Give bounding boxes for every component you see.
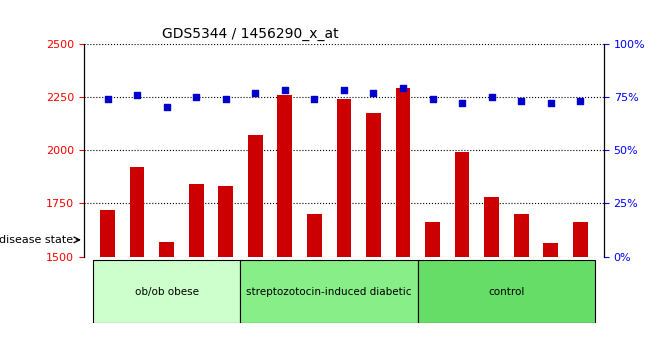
Point xyxy=(575,98,586,104)
Bar xyxy=(484,197,499,363)
Point xyxy=(427,96,438,102)
Point xyxy=(516,98,527,104)
Point xyxy=(250,90,260,95)
Point xyxy=(102,96,113,102)
Bar xyxy=(100,210,115,363)
Point xyxy=(309,96,319,102)
Bar xyxy=(218,186,233,363)
Bar xyxy=(425,223,440,363)
Point xyxy=(486,94,497,100)
Point xyxy=(398,85,409,91)
Bar xyxy=(189,184,203,363)
Text: GDS5344 / 1456290_x_at: GDS5344 / 1456290_x_at xyxy=(162,27,338,41)
Point xyxy=(220,96,231,102)
Text: control: control xyxy=(488,287,525,297)
Point xyxy=(279,87,290,93)
Bar xyxy=(277,95,292,363)
Bar xyxy=(455,152,470,363)
Bar xyxy=(544,243,558,363)
Bar xyxy=(366,113,381,363)
Bar xyxy=(336,99,352,363)
FancyBboxPatch shape xyxy=(93,260,240,323)
Bar xyxy=(396,88,411,363)
Text: streptozotocin-induced diabetic: streptozotocin-induced diabetic xyxy=(246,287,412,297)
Bar xyxy=(514,214,529,363)
Point xyxy=(132,92,142,98)
Point xyxy=(368,90,379,95)
Point xyxy=(338,87,349,93)
Bar xyxy=(573,223,588,363)
Bar xyxy=(248,135,262,363)
Text: disease state: disease state xyxy=(0,235,74,245)
Point xyxy=(161,105,172,110)
Point xyxy=(546,100,556,106)
Point xyxy=(191,94,201,100)
Bar xyxy=(307,214,321,363)
Point xyxy=(457,100,468,106)
Bar xyxy=(130,167,144,363)
Bar xyxy=(159,242,174,363)
FancyBboxPatch shape xyxy=(240,260,418,323)
Text: ob/ob obese: ob/ob obese xyxy=(135,287,199,297)
FancyBboxPatch shape xyxy=(418,260,595,323)
